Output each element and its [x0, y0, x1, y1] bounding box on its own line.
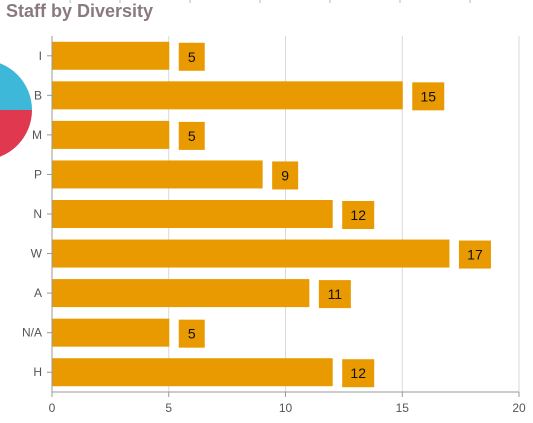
bar[interactable] — [52, 239, 450, 268]
y-tick-label: M — [32, 128, 42, 142]
pie-slice-blue — [0, 63, 32, 110]
bar[interactable] — [52, 279, 310, 308]
data-label: 9 — [281, 167, 289, 183]
bar[interactable] — [52, 41, 170, 70]
data-label: 15 — [420, 88, 436, 104]
data-label-box — [342, 359, 375, 388]
data-label-box — [178, 42, 205, 71]
data-label-box — [458, 240, 491, 269]
bar[interactable] — [52, 81, 403, 110]
x-tick-label: 5 — [165, 401, 172, 415]
y-tick-label: N — [33, 207, 42, 221]
data-label: 5 — [188, 128, 196, 144]
y-tick-label: H — [33, 365, 42, 379]
data-label-box — [318, 280, 351, 309]
x-tick-label: 10 — [279, 401, 293, 415]
y-tick-label: W — [31, 247, 43, 261]
data-label: 11 — [328, 286, 343, 302]
data-label-box — [178, 121, 205, 150]
x-tick-label: 15 — [396, 401, 410, 415]
y-tick-label: B — [34, 88, 42, 102]
x-tick-label: 0 — [49, 401, 56, 415]
data-label-box — [342, 201, 375, 229]
bar[interactable] — [52, 200, 333, 228]
data-label-box — [272, 161, 299, 190]
bar[interactable] — [52, 160, 263, 189]
data-label: 5 — [188, 49, 196, 65]
chart-title: Staff by Diversity — [6, 1, 154, 21]
data-label-box — [178, 319, 205, 348]
bar[interactable] — [52, 318, 170, 347]
bar[interactable] — [52, 120, 170, 149]
data-label: 12 — [350, 207, 366, 223]
data-label: 5 — [188, 326, 196, 342]
bar[interactable] — [52, 358, 333, 387]
previous-panel-edge — [69, 0, 471, 3]
data-label-box — [412, 82, 445, 111]
y-tick-label: N/A — [22, 326, 42, 340]
pie-slice-red — [0, 110, 32, 157]
y-tick-label: A — [34, 286, 42, 300]
y-tick-label: P — [34, 167, 42, 181]
y-tick-label: I — [39, 49, 42, 63]
data-label: 12 — [350, 365, 366, 381]
data-label: 17 — [467, 247, 483, 263]
x-tick-label: 20 — [512, 401, 526, 415]
